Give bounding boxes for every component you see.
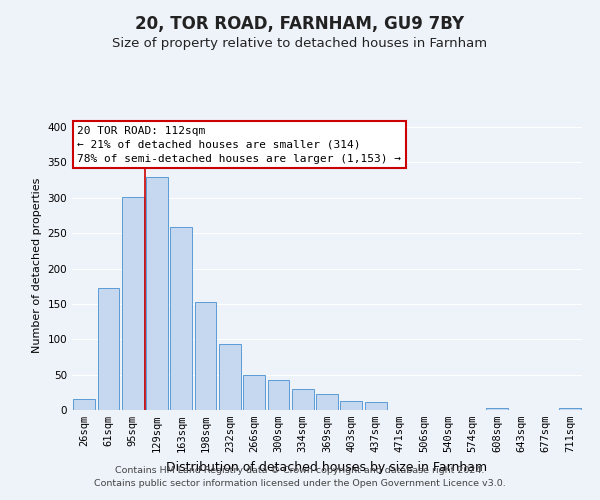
Bar (559, 408, 581, 410)
Bar (219, 344, 241, 410)
Bar (73, 400, 95, 410)
Text: Size of property relative to detached houses in Farnham: Size of property relative to detached ho… (112, 38, 488, 51)
Bar (243, 374, 265, 410)
Bar (268, 380, 289, 410)
Text: 20 TOR ROAD: 112sqm
← 21% of detached houses are smaller (314)
78% of semi-detac: 20 TOR ROAD: 112sqm ← 21% of detached ho… (77, 126, 401, 164)
Bar (146, 178, 168, 410)
Y-axis label: Number of detached properties: Number of detached properties (32, 178, 42, 352)
Bar (340, 401, 362, 410)
X-axis label: Distribution of detached houses by size in Farnham: Distribution of detached houses by size … (166, 460, 488, 473)
Bar (170, 227, 192, 410)
Bar (97, 288, 119, 410)
Bar (365, 402, 386, 410)
Bar (486, 408, 508, 410)
Bar (292, 390, 314, 410)
Bar (122, 197, 143, 410)
Text: 20, TOR ROAD, FARNHAM, GU9 7BY: 20, TOR ROAD, FARNHAM, GU9 7BY (136, 15, 464, 33)
Bar (194, 302, 217, 410)
Text: Contains HM Land Registry data © Crown copyright and database right 2024.
Contai: Contains HM Land Registry data © Crown c… (94, 466, 506, 487)
Bar (316, 394, 338, 410)
